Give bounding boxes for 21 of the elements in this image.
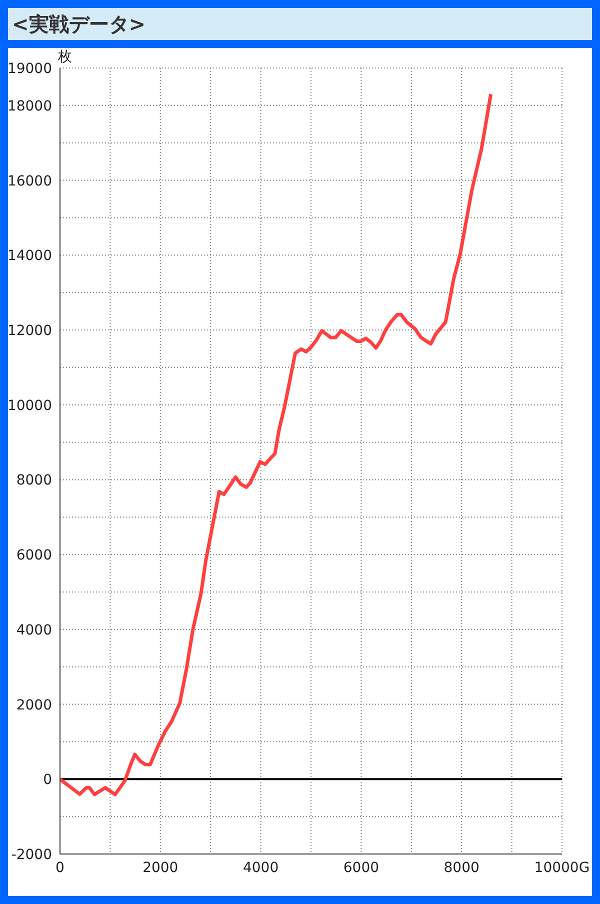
- line-series: [60, 92, 493, 796]
- chart-title: <実戦データ>: [8, 8, 592, 40]
- y-tick-label: 0: [43, 772, 52, 788]
- y-axis-title: 枚: [58, 48, 72, 66]
- y-tick-label: 10000: [7, 398, 52, 414]
- x-tick-label: 8000: [444, 860, 480, 876]
- x-tick-label: 0: [56, 860, 64, 876]
- y-tick-label: 18000: [7, 98, 52, 114]
- y-tick-label: 8000: [16, 472, 52, 489]
- y-tick-label: 16000: [7, 173, 52, 190]
- y-tick-label: 6000: [16, 548, 52, 564]
- y-tick-label: 19000: [7, 60, 52, 77]
- x-tick-label: 6000: [343, 860, 380, 876]
- x-tick-label: 4000: [242, 860, 279, 876]
- x-tick-label: 10000G: [534, 860, 590, 876]
- x-tick-label: 2000: [142, 860, 178, 876]
- y-tick-label: 2000: [16, 697, 52, 714]
- y-tick-label: -2000: [11, 846, 52, 863]
- y-tick-label: 4000: [16, 622, 52, 638]
- y-tick-label: 12000: [7, 322, 52, 339]
- y-tick-label: 14000: [7, 248, 52, 264]
